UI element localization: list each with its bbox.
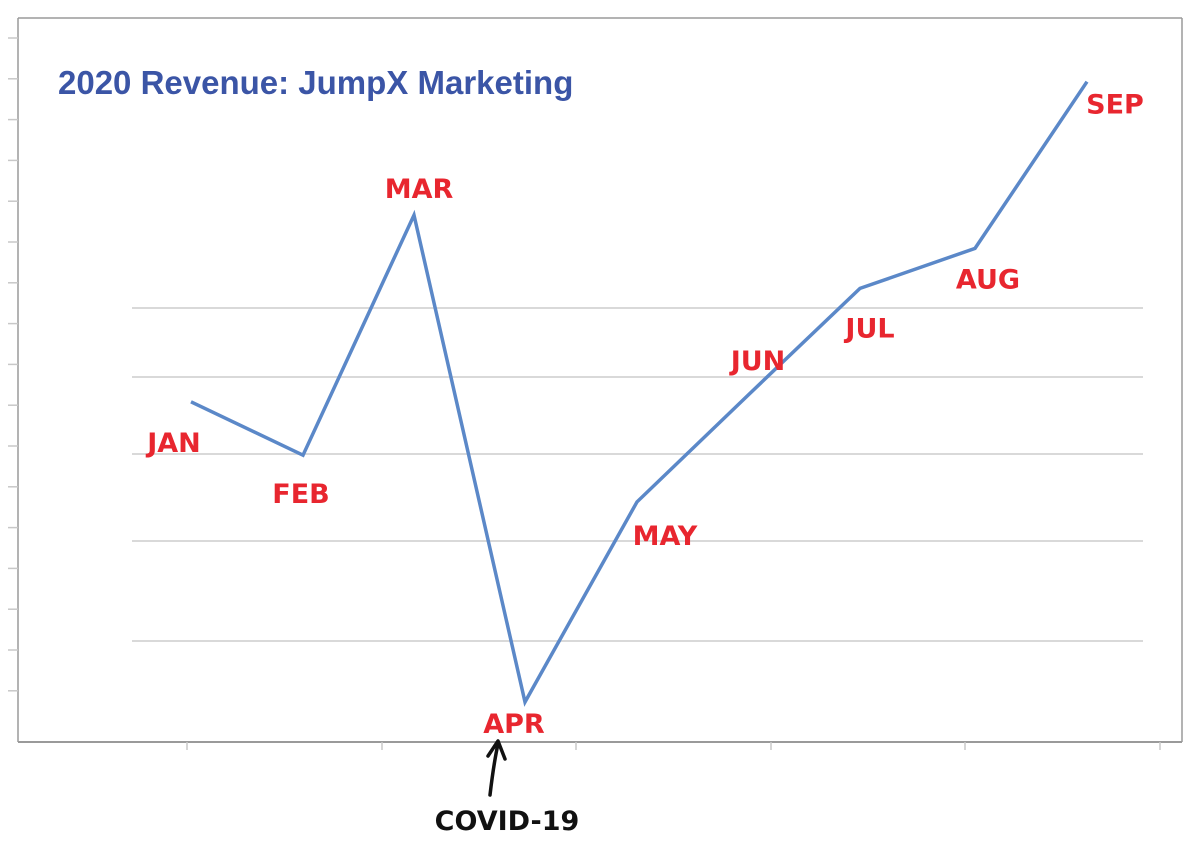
covid-annotation: COVID-19 — [435, 739, 580, 837]
month-label-jul: JUL — [843, 313, 894, 344]
month-label-feb: FEB — [272, 479, 329, 510]
month-label-may: MAY — [633, 521, 698, 552]
annotation-arrow — [486, 739, 507, 797]
month-label-sep: SEP — [1086, 90, 1144, 121]
chart-title: 2020 Revenue: JumpX Marketing — [58, 64, 573, 101]
grid-lines — [132, 307, 1143, 642]
month-label-mar: MAR — [385, 174, 454, 205]
month-label-jan: JAN — [145, 428, 201, 459]
month-label-jun: JUN — [729, 346, 786, 377]
axis-ticks — [8, 37, 1161, 750]
month-label-apr: APR — [483, 709, 545, 740]
annotation-label: COVID-19 — [435, 806, 580, 837]
chart-frame — [17, 17, 1183, 743]
month-label-aug: AUG — [956, 264, 1020, 295]
revenue-series-line — [190, 80, 1089, 707]
month-labels: JAN FEB MAR APR MAY JUN JUL AUG SEP — [145, 90, 1144, 740]
